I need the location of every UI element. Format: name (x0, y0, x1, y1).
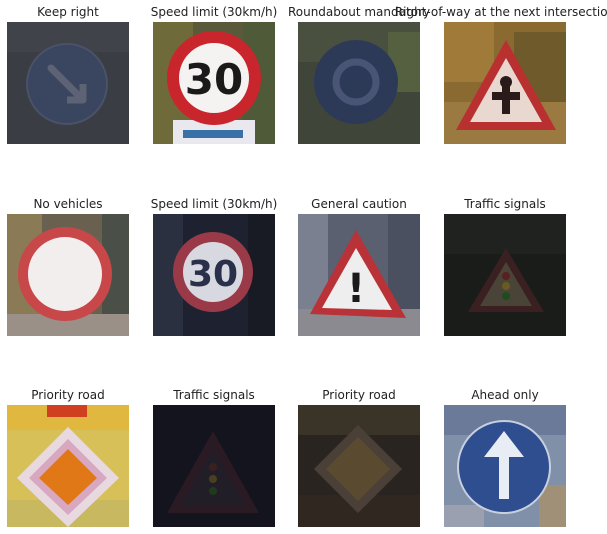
priority-road-sign-icon (7, 405, 129, 527)
panel-title: Speed limit (30km/h) (150, 197, 278, 211)
panel-title: General caution (311, 197, 407, 211)
panel-title: Traffic signals (173, 388, 255, 402)
sign-image-speed-limit-30-b: 30 (153, 214, 275, 336)
traffic-signals-sign-icon (153, 405, 275, 527)
keep-right-sign-icon (7, 22, 129, 144)
priority-road-sign-icon (298, 405, 420, 527)
ahead-only-sign-icon (444, 405, 566, 527)
panel-title: Traffic signals (464, 197, 546, 211)
sign-image-roundabout (298, 22, 420, 144)
no-vehicles-sign-icon (7, 214, 129, 336)
panel-title: Priority road (322, 388, 396, 402)
speed-limit-sign-icon: 30 (153, 22, 275, 144)
sign-image-traffic-signals-b (153, 405, 275, 527)
sign-image-speed-limit-30: 30 (153, 22, 275, 144)
speed-limit-number: 30 (188, 254, 238, 295)
sign-image-right-of-way (444, 22, 566, 144)
sign-image-priority-road-b (298, 405, 420, 527)
sign-image-no-vehicles (7, 214, 129, 336)
speed-limit-sign-icon: 30 (153, 214, 275, 336)
caution-mark: ! (347, 266, 365, 312)
general-caution-sign-icon: ! (298, 214, 420, 336)
right-of-way-sign-icon (444, 22, 566, 144)
sign-image-keep-right (7, 22, 129, 144)
speed-limit-number: 30 (185, 55, 243, 104)
panel-title: Keep right (37, 5, 99, 19)
panel-title: Roundabout mandatory (287, 5, 431, 19)
panel-title: Speed limit (30km/h) (150, 5, 278, 19)
traffic-signals-sign-icon (444, 214, 566, 336)
sign-image-general-caution: ! (298, 214, 420, 336)
sign-image-traffic-signals (444, 214, 566, 336)
sign-image-ahead-only (444, 405, 566, 527)
roundabout-sign-icon (298, 22, 420, 144)
panel-title: No vehicles (33, 197, 103, 211)
panel-title: Right-of-way at the next intersection (394, 5, 607, 19)
sign-image-priority-road (7, 405, 129, 527)
panel-title: Priority road (31, 388, 105, 402)
panel-title: Ahead only (471, 388, 539, 402)
